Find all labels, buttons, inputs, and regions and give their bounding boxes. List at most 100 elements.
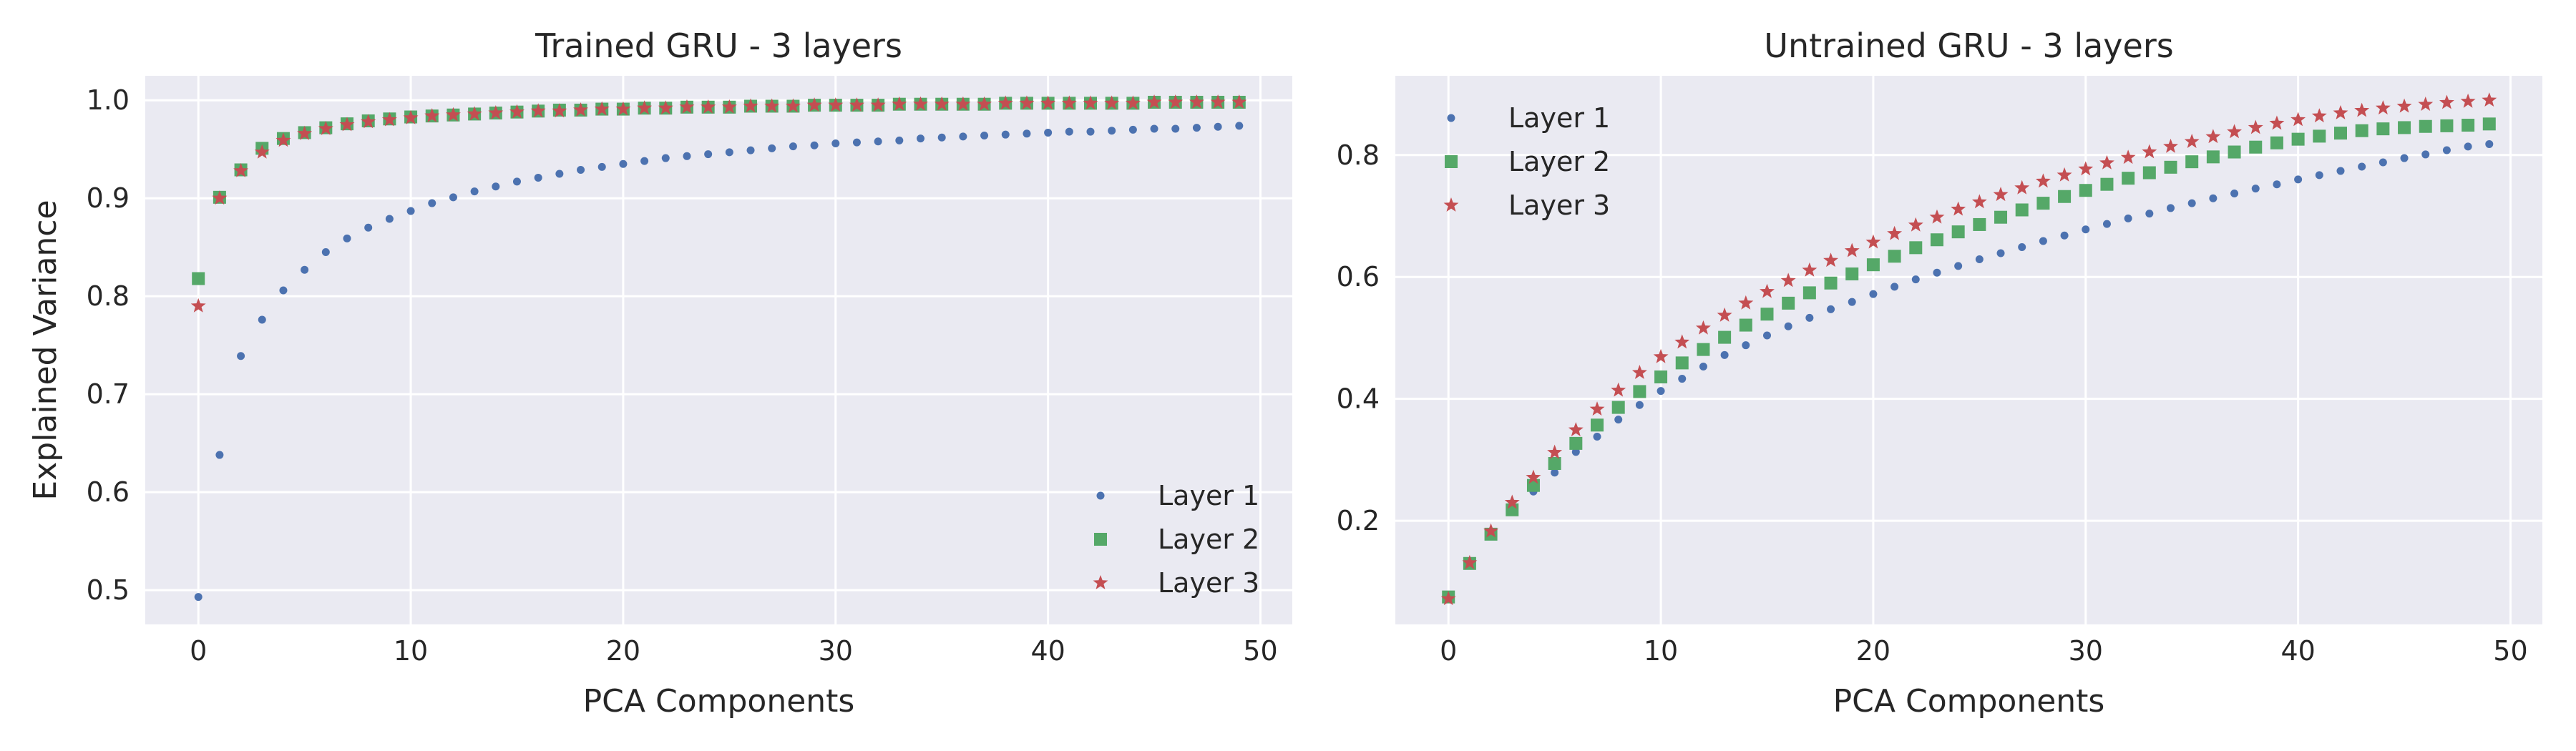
data-point bbox=[1954, 262, 1963, 270]
data-point bbox=[2336, 167, 2345, 175]
data-point bbox=[2269, 115, 2285, 130]
data-point bbox=[1996, 249, 2005, 257]
data-point bbox=[1784, 322, 1792, 330]
data-point bbox=[577, 165, 585, 174]
data-point bbox=[785, 98, 801, 113]
data-point bbox=[2313, 129, 2326, 143]
data-point bbox=[1718, 330, 1732, 344]
data-point bbox=[597, 162, 606, 171]
data-point bbox=[2315, 171, 2323, 180]
data-point bbox=[615, 101, 631, 116]
data-point bbox=[2205, 129, 2221, 144]
data-point bbox=[2273, 180, 2281, 189]
data-point bbox=[1171, 124, 1180, 133]
data-point bbox=[2163, 138, 2178, 153]
data-point bbox=[2442, 146, 2451, 154]
data-point bbox=[1086, 127, 1095, 136]
data-point bbox=[1805, 313, 1814, 322]
data-point bbox=[2462, 119, 2475, 132]
data-point bbox=[406, 207, 415, 215]
legend-marker bbox=[1443, 197, 1459, 212]
y-tick-label: 0.7 bbox=[87, 378, 130, 410]
x-tick-label: 20 bbox=[1856, 635, 1890, 667]
data-point bbox=[1657, 387, 1665, 396]
data-point bbox=[2036, 197, 2050, 210]
x-tick-label: 50 bbox=[2493, 635, 2527, 667]
data-point bbox=[254, 144, 270, 159]
data-point bbox=[658, 100, 673, 115]
data-point bbox=[849, 97, 864, 112]
data-point bbox=[1235, 122, 1244, 130]
legend-label: Layer 3 bbox=[1158, 567, 1259, 599]
legend-label: Layer 1 bbox=[1158, 480, 1259, 511]
data-point bbox=[895, 136, 904, 144]
data-point bbox=[2291, 132, 2305, 146]
data-point bbox=[190, 298, 206, 313]
data-point bbox=[1993, 187, 2009, 202]
data-point bbox=[1146, 94, 1162, 109]
data-point bbox=[1231, 94, 1247, 109]
data-point bbox=[1678, 375, 1687, 383]
data-point bbox=[1760, 283, 1775, 298]
data-point bbox=[1908, 217, 1923, 232]
data-point bbox=[1674, 334, 1690, 349]
x-tick-label: 10 bbox=[394, 635, 428, 667]
data-point bbox=[701, 99, 716, 114]
x-tick-label: 0 bbox=[1440, 635, 1457, 667]
data-point bbox=[1695, 320, 1711, 335]
legend-label: Layer 1 bbox=[1508, 102, 1610, 134]
data-point bbox=[512, 177, 521, 186]
data-point bbox=[2209, 194, 2218, 202]
legend-marker bbox=[1094, 533, 1107, 546]
data-point bbox=[1717, 307, 1732, 322]
data-point bbox=[1973, 217, 1986, 231]
data-point bbox=[1802, 262, 1818, 277]
data-point bbox=[2482, 92, 2497, 107]
data-point bbox=[746, 146, 755, 154]
data-point bbox=[1589, 401, 1605, 416]
data-point bbox=[637, 100, 653, 115]
data-point bbox=[258, 315, 266, 324]
data-point bbox=[874, 137, 882, 146]
data-point bbox=[2358, 162, 2366, 171]
data-point bbox=[1911, 275, 1920, 284]
data-point bbox=[237, 352, 245, 360]
plot-area bbox=[145, 76, 1292, 624]
data-point bbox=[488, 105, 504, 119]
data-point bbox=[1547, 444, 1563, 459]
data-point bbox=[1951, 201, 1966, 216]
data-point bbox=[2439, 94, 2454, 109]
data-point bbox=[2018, 242, 2026, 251]
data-point bbox=[212, 190, 228, 205]
data-point bbox=[917, 134, 925, 143]
x-tick-label: 0 bbox=[190, 635, 207, 667]
data-point bbox=[2145, 210, 2154, 218]
data-point bbox=[1526, 469, 1541, 484]
data-point bbox=[2227, 124, 2243, 139]
data-point bbox=[2228, 145, 2241, 159]
data-point bbox=[1633, 385, 1646, 398]
data-point bbox=[619, 159, 628, 168]
data-point bbox=[1108, 127, 1116, 135]
data-point bbox=[2464, 142, 2472, 151]
data-point bbox=[1611, 382, 1626, 397]
data-point bbox=[2333, 104, 2348, 119]
data-point bbox=[1930, 233, 1943, 247]
data-point bbox=[530, 103, 546, 118]
data-point bbox=[297, 125, 313, 140]
data-point bbox=[2396, 98, 2412, 113]
data-point bbox=[1128, 125, 1137, 134]
data-point bbox=[534, 173, 542, 182]
data-point bbox=[2311, 108, 2327, 123]
x-tick-label: 20 bbox=[606, 635, 640, 667]
y-tick-label: 0.8 bbox=[1337, 139, 1380, 171]
data-point bbox=[1675, 356, 1689, 370]
data-point bbox=[1782, 296, 1795, 310]
data-point bbox=[831, 139, 840, 148]
data-point bbox=[1738, 295, 1754, 310]
data-point bbox=[1780, 273, 1796, 288]
data-point bbox=[1762, 331, 1771, 340]
x-tick-label: 50 bbox=[1243, 635, 1277, 667]
data-point bbox=[2248, 119, 2263, 134]
data-point bbox=[721, 99, 737, 114]
